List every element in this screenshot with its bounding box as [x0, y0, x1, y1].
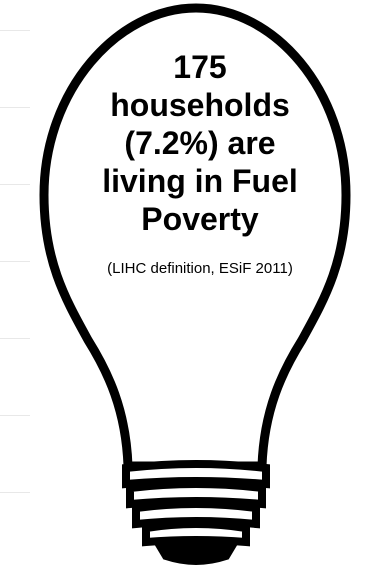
rule-line: [0, 338, 30, 339]
headline-line: 175: [173, 49, 227, 85]
rule-line: [0, 415, 30, 416]
headline-line: living in Fuel: [102, 163, 298, 199]
bulb-outline: [39, 3, 351, 471]
rule-line: [0, 30, 30, 31]
source-footnote: (LIHC definition, ESiF 2011): [107, 260, 293, 277]
rule-line: [0, 107, 30, 108]
bulb-base: [122, 460, 270, 565]
fuel-poverty-headline: 175 households (7.2%) are living in Fuel…: [55, 48, 345, 238]
rule-line: [0, 184, 30, 185]
headline-line: Poverty: [141, 201, 259, 237]
rule-line: [0, 261, 30, 262]
headline-line: households: [110, 87, 290, 123]
rule-line: [0, 492, 30, 493]
headline-line: (7.2%) are: [124, 125, 276, 161]
